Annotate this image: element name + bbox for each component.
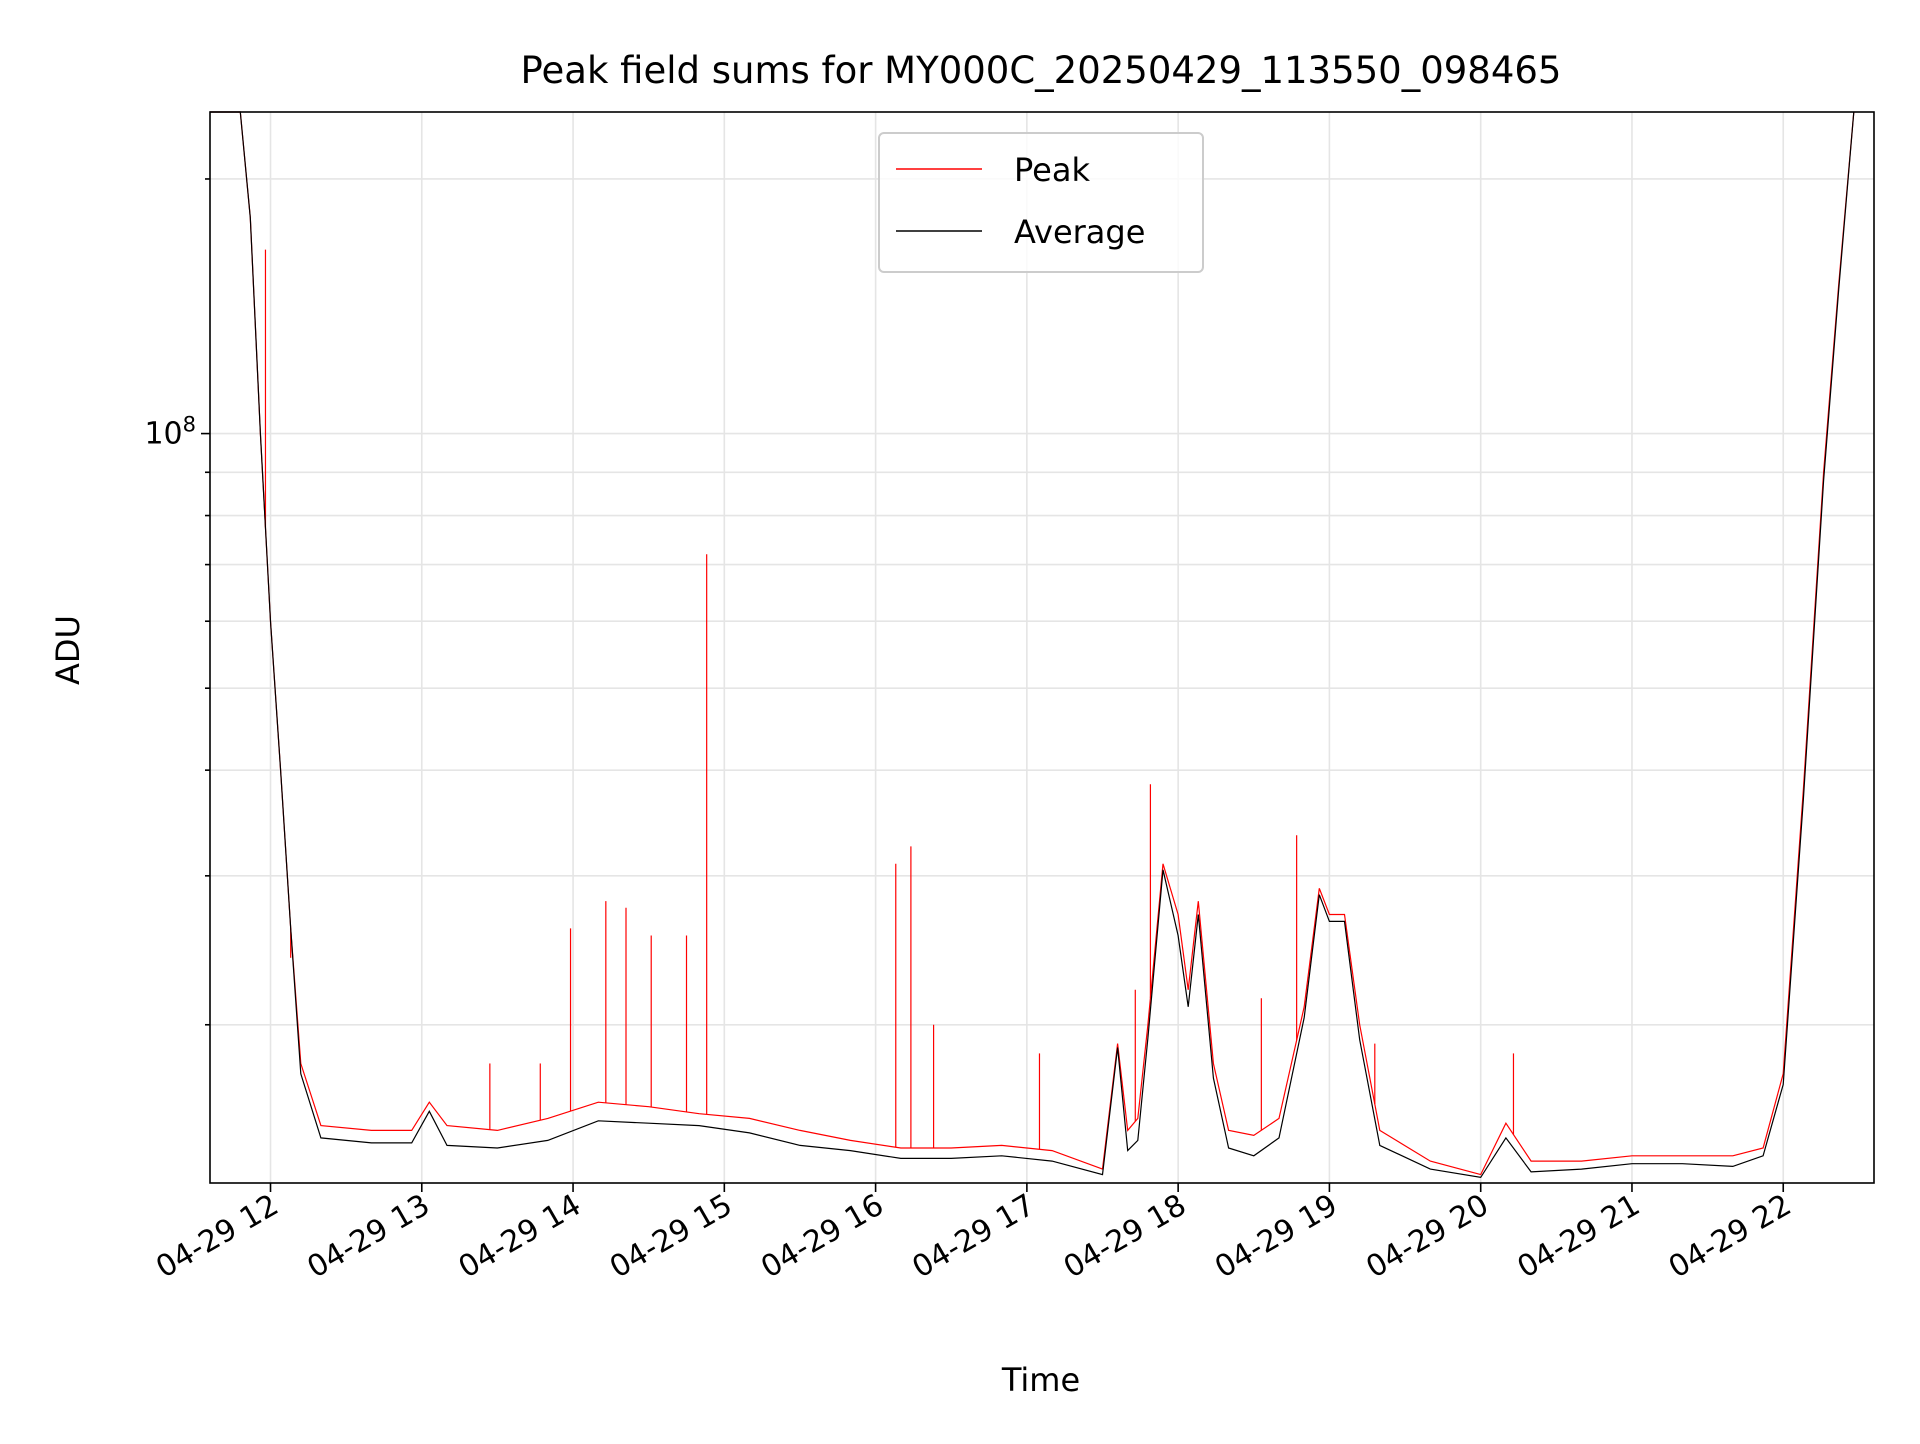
- legend-label-peak: Peak: [1014, 151, 1090, 189]
- peak-spikes: [264, 249, 1515, 1150]
- y-axis-label: ADU: [49, 615, 87, 685]
- plot-area-frame: [209, 111, 1875, 1184]
- y-axis: 108: [144, 178, 210, 1026]
- legend-label-average: Average: [1014, 213, 1145, 251]
- series-line-peak: [210, 111, 1855, 1176]
- x-axis-label: Time: [1001, 1361, 1080, 1399]
- y-tick-label: 108: [144, 413, 196, 452]
- legend-box: [878, 132, 1204, 273]
- series-group: [210, 111, 1855, 1179]
- chart-title: Peak field sums for MY000C_20250429_1135…: [521, 49, 1562, 92]
- legend[interactable]: Peak Average: [878, 132, 1204, 273]
- series-line-average: [210, 111, 1855, 1179]
